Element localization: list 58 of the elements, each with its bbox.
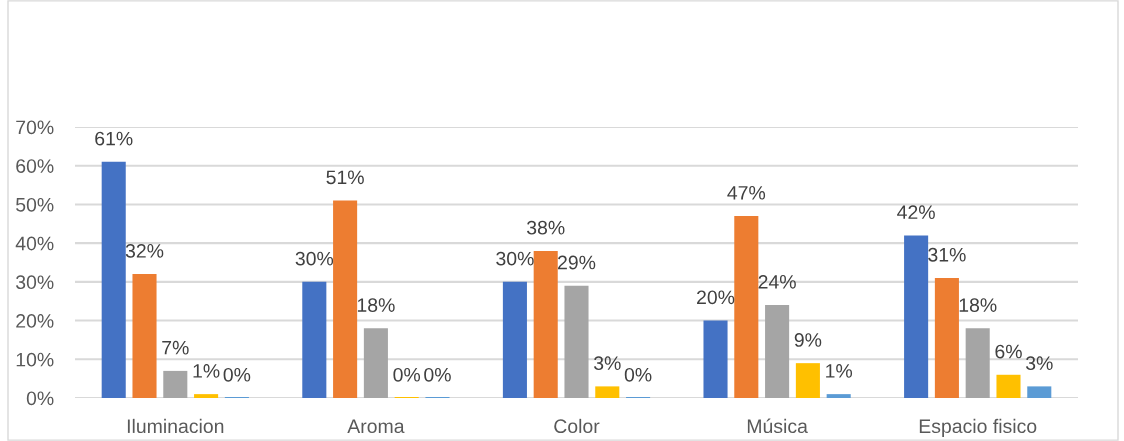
data-label: 0% — [223, 367, 251, 382]
x-tick-label: Color — [554, 418, 600, 434]
y-tick-label: 30% — [15, 275, 54, 290]
y-tick-label: 0% — [26, 391, 54, 406]
bar — [564, 285, 589, 398]
data-label: 3% — [1025, 356, 1053, 371]
y-tick-label: 70% — [16, 120, 54, 135]
x-tick-label: Música — [747, 418, 808, 434]
bar — [132, 274, 157, 398]
bar — [163, 370, 188, 398]
x-tick-label: Espacio fisico — [919, 418, 1037, 437]
data-label: 42% — [897, 205, 935, 219]
data-label: 0% — [424, 367, 451, 382]
data-label: 30% — [496, 251, 534, 266]
x-tick-label: Iluminacion — [127, 418, 224, 434]
y-tick-label: 60% — [16, 159, 54, 173]
data-label: 47% — [727, 186, 766, 200]
bar — [734, 216, 759, 398]
y-tick-label: 40% — [15, 236, 54, 251]
data-label: 51% — [326, 170, 364, 185]
data-label: 29% — [558, 255, 596, 270]
data-label: 30% — [295, 251, 334, 266]
data-label: 31% — [928, 247, 966, 262]
bar — [333, 200, 358, 398]
bar — [996, 374, 1021, 398]
x-tick-label: Aroma — [347, 419, 405, 434]
bar — [934, 277, 959, 398]
bar — [795, 363, 820, 398]
data-label: 32% — [125, 244, 164, 258]
data-label: 18% — [357, 298, 395, 312]
data-label: 0% — [624, 367, 652, 382]
data-label: 1% — [193, 364, 220, 378]
data-label: 24% — [758, 274, 796, 289]
bar — [1027, 386, 1052, 398]
data-label: 3% — [593, 356, 621, 371]
bar — [765, 305, 790, 398]
bar — [703, 320, 728, 398]
bar — [194, 394, 219, 398]
bar — [302, 281, 327, 398]
data-label: 61% — [95, 131, 133, 146]
bar — [965, 328, 990, 398]
data-label: 9% — [794, 333, 822, 347]
data-label: 0% — [393, 367, 421, 382]
bar — [502, 281, 527, 398]
data-label: 7% — [162, 340, 189, 355]
data-label: 38% — [526, 220, 565, 235]
bar — [363, 328, 388, 398]
data-label: 6% — [995, 344, 1022, 359]
bar — [101, 161, 126, 398]
bar — [595, 386, 620, 398]
data-label: 1% — [826, 364, 853, 378]
bar — [826, 394, 851, 398]
y-tick-label: 50% — [16, 197, 54, 212]
y-tick-label: 20% — [16, 314, 54, 328]
data-label: 18% — [959, 298, 997, 312]
bar — [533, 250, 558, 398]
y-tick-label: 10% — [16, 352, 54, 367]
bar — [904, 235, 929, 398]
